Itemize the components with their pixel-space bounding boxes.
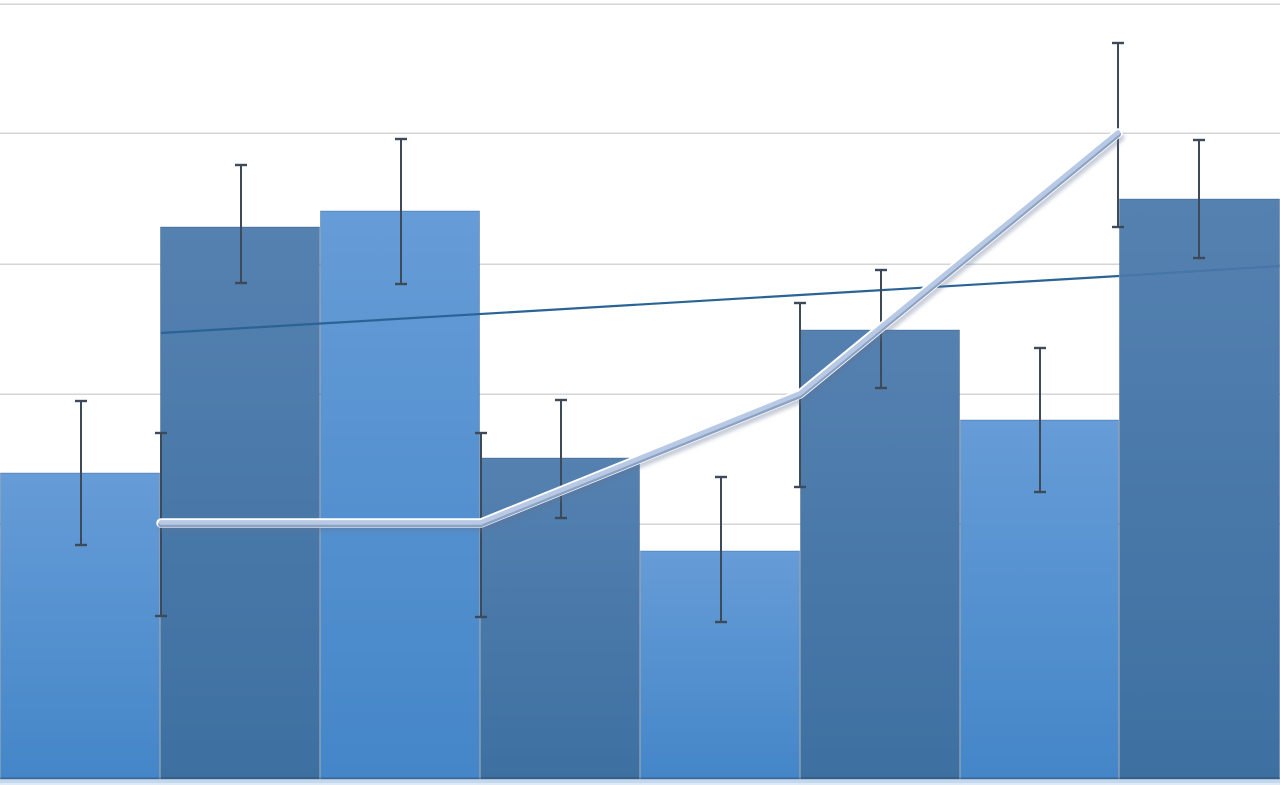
bar-error-bar <box>715 475 727 624</box>
bar-error-bar <box>235 163 247 285</box>
bar-error-bar <box>75 399 87 547</box>
footer-strip <box>0 780 1280 783</box>
bar-error-bar <box>395 137 407 286</box>
bar-error-bar <box>1193 138 1205 260</box>
footer-strip-light <box>0 783 1280 785</box>
thin-trend-line <box>160 274 1120 335</box>
bar <box>800 329 960 780</box>
thin-trend-line-tail <box>1118 264 1280 278</box>
thick-trend-line <box>158 130 1121 525</box>
baseline-band <box>0 777 1280 780</box>
bar <box>160 226 320 780</box>
bar-error-bar <box>1034 346 1046 494</box>
bar <box>960 419 1119 780</box>
bar <box>320 210 480 780</box>
bar <box>1119 198 1280 780</box>
